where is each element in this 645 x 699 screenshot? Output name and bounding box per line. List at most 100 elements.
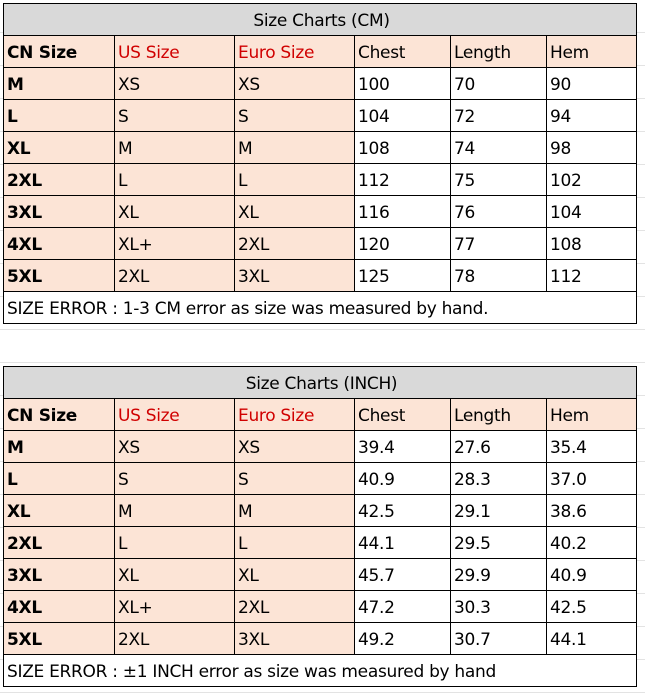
size-chart-cm: Size Charts (CM) CN Size US Size Euro Size C… xyxy=(2,3,638,324)
table-cell: S xyxy=(234,99,355,132)
table-cell: 3XL xyxy=(234,622,355,655)
table-row: XL M M 42.5 29.1 38.6 xyxy=(3,494,637,527)
table-cell: XS xyxy=(114,67,235,100)
column-header: Chest xyxy=(354,35,451,68)
table-cell: XL xyxy=(114,195,235,228)
table-cell: 45.7 xyxy=(354,558,451,591)
table-cell: 44.1 xyxy=(354,526,451,559)
column-header: Euro Size xyxy=(234,35,355,68)
column-header: Hem xyxy=(545,35,638,68)
table-cell: 3XL xyxy=(3,558,115,591)
table-cell: 72 xyxy=(450,99,547,132)
table-cell: M xyxy=(234,131,355,164)
title-row: Size Charts (INCH) xyxy=(3,366,637,399)
table-row: 2XL L L 44.1 29.5 40.2 xyxy=(3,526,637,559)
table-row: 5XL 2XL 3XL 125 78 112 xyxy=(3,259,638,292)
table-cell: 29.5 xyxy=(450,526,547,559)
table-cell: L xyxy=(3,462,115,495)
table-row: XL M M 108 74 98 xyxy=(3,131,638,164)
table-cell: 76 xyxy=(450,195,547,228)
table-cell: M xyxy=(3,430,115,463)
table-cell: 2XL xyxy=(234,227,355,260)
table-cell: 75 xyxy=(450,163,547,196)
table-cell: 3XL xyxy=(234,259,355,292)
table-cell: 40.9 xyxy=(354,462,451,495)
table-cell: XL+ xyxy=(114,590,235,623)
table-cell: 44.1 xyxy=(546,622,637,655)
table-cell: 2XL xyxy=(114,622,235,655)
table-cell: 42.5 xyxy=(354,494,451,527)
table-cell: 70 xyxy=(450,67,547,100)
table-cell: 116 xyxy=(354,195,451,228)
note-row: SIZE ERROR : 1-3 CM error as size was me… xyxy=(2,291,638,324)
header-row: CN Size US Size Euro Size Chest Length Hem xyxy=(3,398,637,431)
table-cell: XS xyxy=(234,67,355,100)
table-cell: 4XL xyxy=(3,227,115,260)
table-cell: 125 xyxy=(354,259,451,292)
table-cell: M xyxy=(234,494,355,527)
table-cell: 37.0 xyxy=(546,462,637,495)
table-cell: 108 xyxy=(354,131,451,164)
table-row: 3XL XL XL 116 76 104 xyxy=(3,195,638,228)
table-title: Size Charts (INCH) xyxy=(3,366,637,399)
size-chart-inch: Size Charts (INCH) CN Size US Size Euro Siz… xyxy=(3,366,637,687)
table-cell: 47.2 xyxy=(354,590,451,623)
table-cell: 29.9 xyxy=(450,558,547,591)
table-cell: XL xyxy=(234,558,355,591)
table-cell: XL xyxy=(234,195,355,228)
table-row: 4XL XL+ 2XL 47.2 30.3 42.5 xyxy=(3,590,637,623)
table-row: L S S 104 72 94 xyxy=(3,99,638,132)
table-cell: 40.2 xyxy=(546,526,637,559)
table-cell: 90 xyxy=(545,67,638,100)
table-cell: 100 xyxy=(354,67,451,100)
table-cell: 40.9 xyxy=(546,558,637,591)
column-header: CN Size xyxy=(3,398,115,431)
table-cell: XS xyxy=(114,430,235,463)
table-cell: 120 xyxy=(354,227,451,260)
table-cell: L xyxy=(234,526,355,559)
table-cell: 28.3 xyxy=(450,462,547,495)
header-row: CN Size US Size Euro Size Chest Length Hem xyxy=(3,35,638,68)
table-row: 4XL XL+ 2XL 120 77 108 xyxy=(3,227,638,260)
table-cell: L xyxy=(114,526,235,559)
column-header: Length xyxy=(450,398,547,431)
table-cell: S xyxy=(234,462,355,495)
table-cell: XL xyxy=(3,131,115,164)
table-cell: 38.6 xyxy=(546,494,637,527)
table-cell: 5XL xyxy=(3,259,115,292)
title-row: Size Charts (CM) xyxy=(2,3,638,36)
column-header: Chest xyxy=(354,398,451,431)
table-cell: M xyxy=(114,131,235,164)
table-cell: S xyxy=(114,99,235,132)
table-cell: XS xyxy=(234,430,355,463)
table-cell: 98 xyxy=(545,131,638,164)
table-cell: 30.3 xyxy=(450,590,547,623)
size-error-note: SIZE ERROR : ±1 INCH error as size was m… xyxy=(3,654,637,687)
table-cell: 104 xyxy=(545,195,638,228)
table-cell: M xyxy=(114,494,235,527)
table-cell: 2XL xyxy=(3,163,115,196)
column-header: Euro Size xyxy=(234,398,355,431)
table-cell: S xyxy=(114,462,235,495)
table-cell: 5XL xyxy=(3,622,115,655)
column-header: US Size xyxy=(114,35,235,68)
column-header: Length xyxy=(450,35,547,68)
table-cell: L xyxy=(234,163,355,196)
table-cell: 30.7 xyxy=(450,622,547,655)
table-row: L S S 40.9 28.3 37.0 xyxy=(3,462,637,495)
table-cell: 4XL xyxy=(3,590,115,623)
table-cell: 2XL xyxy=(234,590,355,623)
table-cell: 39.4 xyxy=(354,430,451,463)
table-row: M XS XS 39.4 27.6 35.4 xyxy=(3,430,637,463)
table-cell: M xyxy=(3,67,115,100)
table-cell: 49.2 xyxy=(354,622,451,655)
table-cell: 35.4 xyxy=(546,430,637,463)
table-cell: XL+ xyxy=(114,227,235,260)
column-header: Hem xyxy=(546,398,637,431)
table-cell: 3XL xyxy=(3,195,115,228)
table-cell: XL xyxy=(3,494,115,527)
table-cell: 74 xyxy=(450,131,547,164)
table-cell: 104 xyxy=(354,99,451,132)
table-cell: 27.6 xyxy=(450,430,547,463)
table-cell: 108 xyxy=(545,227,638,260)
